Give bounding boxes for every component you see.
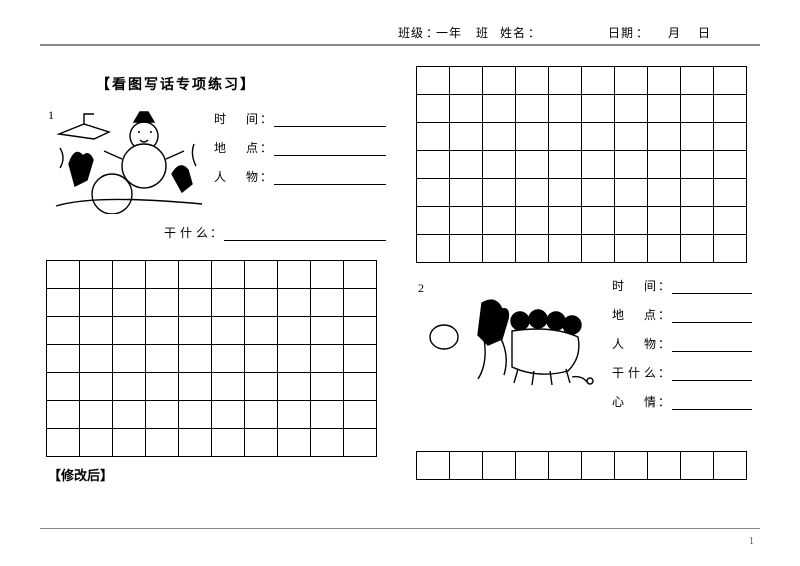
- snowman-icon: [54, 104, 204, 214]
- field-row: 地 点：: [612, 306, 752, 323]
- writing-grid-right-bottom[interactable]: [416, 451, 747, 480]
- footer-rule: [40, 528, 760, 529]
- illustration-snowman: [54, 104, 204, 214]
- prompt-block-2: 2 时 间： 地 点： 人: [416, 277, 756, 447]
- write-line[interactable]: [672, 282, 752, 294]
- field-row: 地 点：: [214, 139, 386, 156]
- field-label: 地 点: [214, 139, 262, 156]
- revised-label: 【修改后】: [48, 465, 406, 484]
- day-label: 日: [698, 24, 711, 41]
- field-label: 时 间: [214, 110, 262, 127]
- colon: ：: [636, 24, 649, 41]
- field-row: 人 物：: [612, 335, 752, 352]
- class-suffix: 班: [476, 24, 489, 41]
- prompt-block-1: 1 时 间： 地 点： 人: [46, 104, 386, 254]
- write-line[interactable]: [672, 340, 752, 352]
- field-row: 干什么：: [612, 364, 752, 381]
- field-label: 时 间: [612, 277, 660, 294]
- prompt-1-fields-wide: 干什么：: [164, 224, 386, 253]
- field-label: 心 情: [612, 393, 660, 410]
- colon: ：: [528, 24, 541, 41]
- field-label: 干什么: [164, 224, 212, 241]
- write-line[interactable]: [274, 173, 386, 185]
- writing-grid-left-wrap: [46, 260, 406, 457]
- class-value: 一年: [436, 24, 462, 41]
- prompt-2-fields: 时 间： 地 点： 人 物： 干什么： 心 情：: [612, 277, 752, 422]
- write-line[interactable]: [274, 144, 386, 156]
- writing-grid-left[interactable]: [46, 260, 377, 457]
- date-label: 日期: [608, 24, 634, 41]
- field-label: 人 物: [214, 168, 262, 185]
- page-number: 1: [749, 536, 754, 547]
- left-column: 【看图写话专项练习】 1 时: [46, 60, 406, 484]
- header-rule: [40, 44, 760, 46]
- write-line[interactable]: [672, 311, 752, 323]
- class-label: 班级: [398, 24, 424, 41]
- illustration-kids: [422, 291, 602, 391]
- write-line[interactable]: [672, 398, 752, 410]
- writing-grid-right-bottom-wrap: [416, 451, 776, 480]
- write-line[interactable]: [224, 229, 386, 241]
- writing-grid-right-top[interactable]: [416, 66, 747, 263]
- writing-grid-right-top-wrap: [416, 66, 776, 263]
- field-row: 时 间：: [612, 277, 752, 294]
- kids-playing-icon: [422, 291, 602, 391]
- worksheet-title: 【看图写话专项练习】: [96, 74, 406, 94]
- field-row: 人 物：: [214, 168, 386, 185]
- field-row: 干什么：: [164, 224, 386, 241]
- field-label: 干什么: [612, 364, 660, 381]
- right-column: 2 时 间： 地 点： 人: [416, 60, 776, 480]
- prompt-1-fields: 时 间： 地 点： 人 物：: [214, 110, 386, 197]
- write-line[interactable]: [672, 369, 752, 381]
- write-line[interactable]: [274, 115, 386, 127]
- field-row: 时 间：: [214, 110, 386, 127]
- field-label: 人 物: [612, 335, 660, 352]
- field-label: 地 点: [612, 306, 660, 323]
- name-label: 姓名: [500, 24, 526, 41]
- month-label: 月: [668, 24, 681, 41]
- field-row: 心 情：: [612, 393, 752, 410]
